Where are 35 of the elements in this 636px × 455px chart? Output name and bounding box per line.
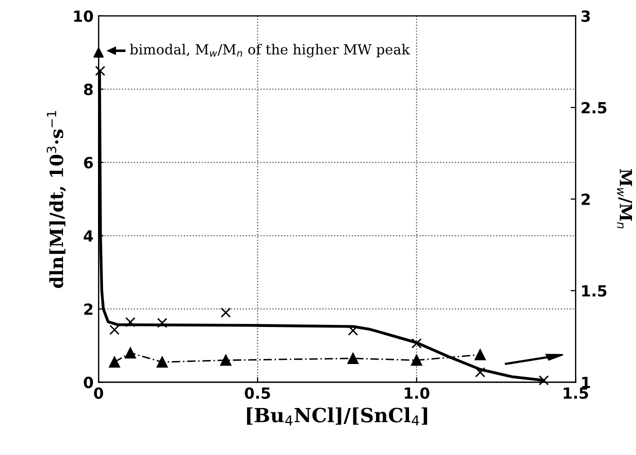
- y-tick-label: 10: [74, 10, 93, 22]
- x-tick-label: 0.5: [244, 387, 270, 399]
- point: [220, 308, 231, 318]
- x-tick-label: 0: [94, 387, 104, 399]
- point: [475, 367, 486, 378]
- y2-axis-title: M$_{w}$/M$_{n}$: [617, 169, 632, 228]
- y-tick-label: 4: [84, 230, 94, 242]
- y2-tick-label: 2.5: [582, 102, 606, 114]
- point: [474, 349, 486, 360]
- point: [411, 354, 422, 366]
- y-tick-label: 8: [84, 84, 93, 96]
- point: [411, 338, 422, 348]
- x-axis-title: [Bu$_{4}$NCl]/[SnCl$_{4}$]: [247, 407, 428, 426]
- annotation: bimodal, M$_{w}$/M$_{n}$ of the higher MW peak: [130, 44, 410, 58]
- y2-tick-label: 1.5: [582, 285, 606, 297]
- point: [95, 66, 106, 76]
- point: [157, 318, 168, 328]
- point: [125, 317, 136, 328]
- y2-tick-label: 3: [581, 10, 590, 22]
- y-axis-title: dln[M]/dt, 10$^{3}$·s$^{−1}$: [46, 111, 66, 288]
- x-tick-label: 1.5: [564, 388, 588, 399]
- y-tick-label: 6: [84, 156, 93, 168]
- y2-tick-label: 2: [582, 194, 590, 205]
- point: [156, 356, 168, 368]
- y-tick-label: 2: [84, 303, 92, 315]
- y-tick-label: 0: [84, 376, 93, 388]
- point: [220, 354, 232, 366]
- point: [108, 356, 120, 368]
- point: [348, 325, 358, 336]
- point: [93, 47, 104, 58]
- point: [347, 352, 359, 364]
- x-tick-label: 1.0: [404, 387, 430, 399]
- point: [124, 347, 136, 358]
- point: [109, 324, 120, 335]
- point: [538, 375, 549, 386]
